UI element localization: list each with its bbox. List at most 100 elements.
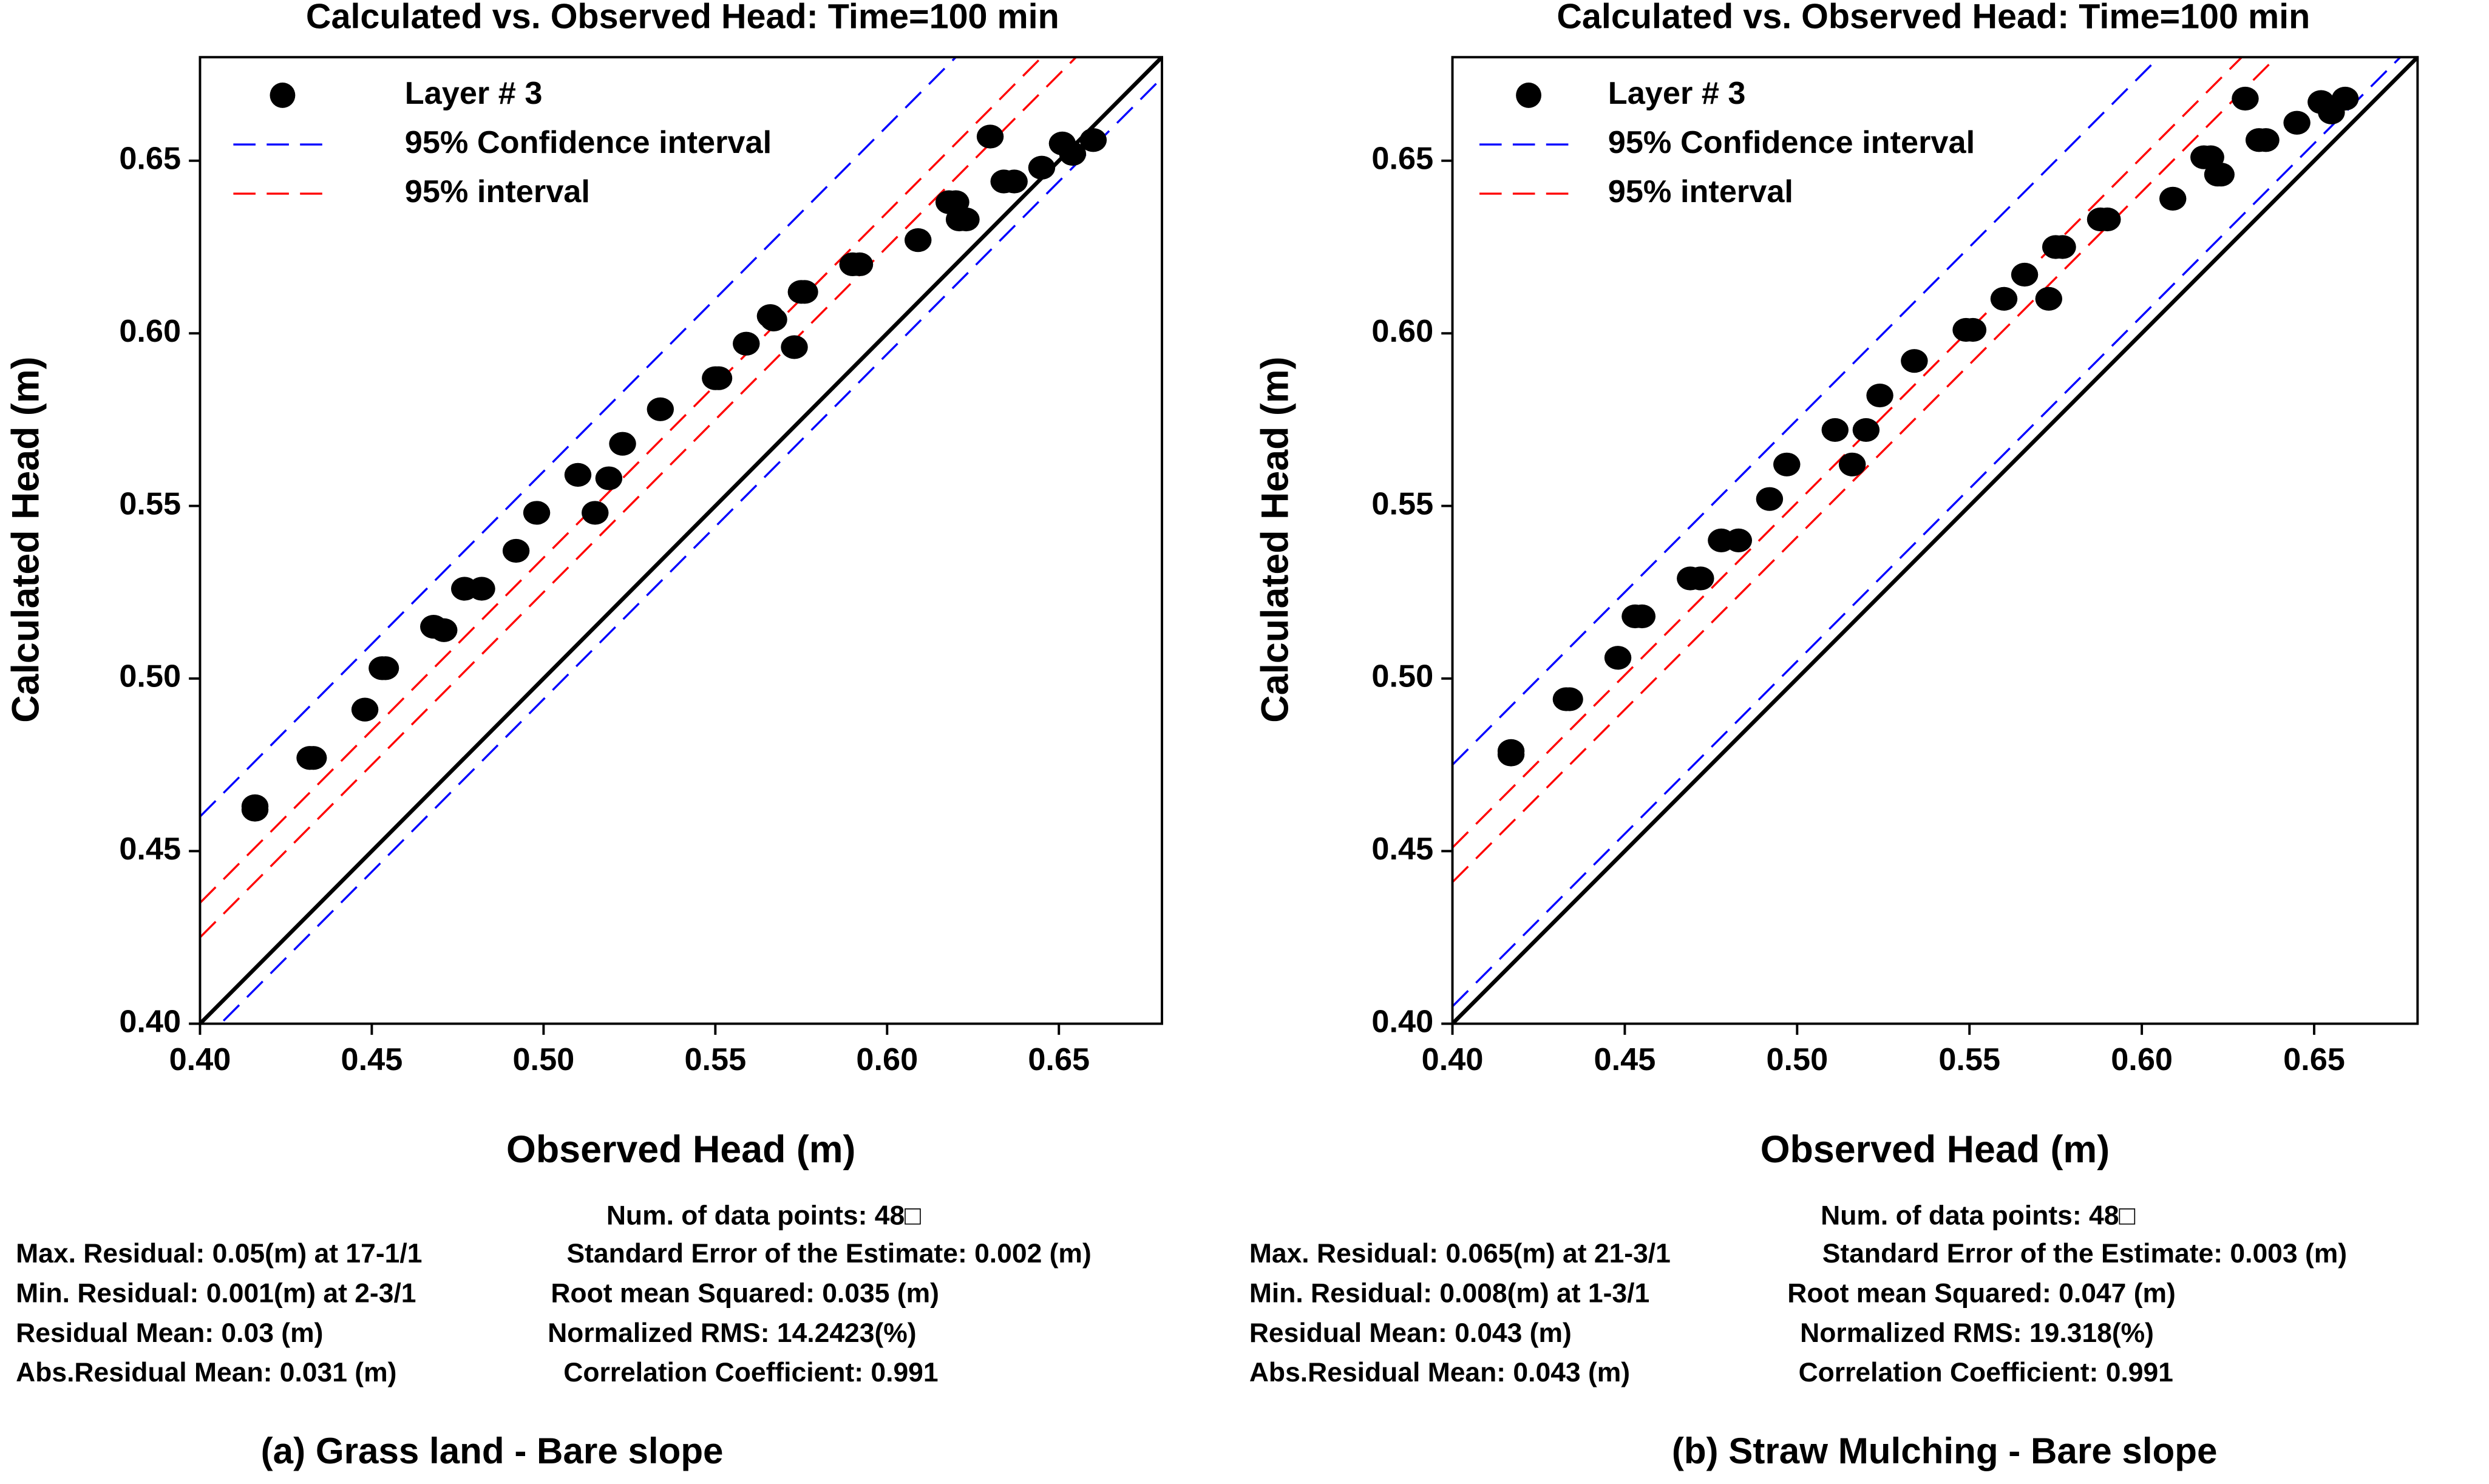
point [564,462,592,487]
legend-label: 95% interval [1608,174,1793,209]
stats-right: Correlation Coefficient: 0.991 [563,1358,938,1387]
line [1452,57,2418,1024]
line [200,57,1044,904]
point [1901,349,1928,373]
point [2207,162,2235,187]
legend-marker [270,83,296,108]
line [1452,57,2402,1008]
x-tick-label: 0.65 [1028,1042,1090,1077]
y-tick-label: 0.60 [1371,314,1433,349]
stats-left: Max. Residual: 0.065(m) at 21-3/1 [1249,1239,1671,1269]
point [351,697,379,722]
y-tick-label: 0.45 [119,832,181,867]
point [1059,141,1087,166]
legend-label: 95% Confidence interval [1608,125,1975,160]
point [952,207,980,232]
point [1756,487,1784,511]
point [1838,452,1866,476]
x-tick-label: 0.65 [2283,1042,2345,1077]
point [1959,317,1987,342]
point [1687,566,1714,591]
stats-right: Root mean Squared: 0.035 (m) [551,1278,939,1308]
legend-label: 95% Confidence interval [405,125,772,160]
point [1604,646,1632,670]
point [2159,186,2187,211]
point [1628,604,1656,629]
plot-frame [199,56,1163,1025]
point [1556,687,1583,711]
point [1866,383,1893,408]
point [1990,286,2018,311]
line [200,57,1163,1024]
stats-right: Standard Error of the Estimate: 0.003 (m… [1822,1239,2347,1269]
y-tick-label: 0.55 [119,486,181,521]
chart-title: Calculated vs. Observed Head: Time=100 m… [1557,0,2310,36]
point [905,228,932,252]
stats-right: Root mean Squared: 0.047 (m) [1787,1278,2176,1308]
line [1452,57,2161,766]
legend-label: Layer # 3 [405,76,543,111]
point [430,618,458,642]
point [2331,86,2359,111]
point [2049,235,2076,259]
line [1452,57,2244,849]
point [647,397,674,421]
stats-count: Num. of data points: 48□ [1821,1201,2135,1230]
stats-right: Correlation Coefficient: 0.991 [1799,1358,2173,1387]
point [1725,528,1753,553]
point [582,501,609,525]
x-tick-label: 0.50 [1766,1042,1828,1077]
y-tick-label: 0.60 [119,314,181,349]
point [2011,262,2039,287]
point [760,307,787,332]
x-tick-label: 0.55 [1938,1042,2000,1077]
plot-lines [1452,57,2418,1024]
point [241,798,269,822]
x-tick-label: 0.60 [2111,1042,2173,1077]
chart-title: Calculated vs. Observed Head: Time=100 m… [306,0,1059,36]
x-tick-label: 0.60 [856,1042,918,1077]
stats-left: Abs.Residual Mean: 0.031 (m) [16,1358,396,1387]
point [2035,286,2063,311]
stats-left: Residual Mean: 0.043 (m) [1249,1318,1572,1348]
stats-right: Normalized RMS: 14.2423(%) [548,1318,917,1348]
point [1079,128,1107,152]
point [2232,86,2259,111]
caption: (a) Grass land - Bare slope [261,1431,724,1471]
y-tick-label: 0.40 [119,1004,181,1039]
y-tick-label: 0.40 [1371,1004,1433,1039]
legend-label: Layer # 3 [1608,76,1746,111]
legend-marker [1516,83,1541,108]
point [299,746,327,770]
x-tick-label: 0.55 [684,1042,746,1077]
x-axis-label: Observed Head (m) [1761,1128,2110,1171]
point [791,280,818,304]
x-tick-label: 0.45 [341,1042,403,1077]
line [1452,57,2278,883]
y-axis-label: Calculated Head (m) [5,356,47,722]
y-axis-label: Calculated Head (m) [1254,356,1296,722]
line [219,77,1163,1024]
y-tick-label: 0.65 [1371,141,1433,177]
x-axis-label: Observed Head (m) [506,1128,855,1171]
point [733,331,760,356]
stats-right: Normalized RMS: 19.318(%) [1800,1318,2154,1348]
stats-left: Max. Residual: 0.05(m) at 17-1/1 [16,1239,422,1269]
point [1852,418,1880,442]
point [2094,207,2121,232]
stats-count: Num. of data points: 48□ [606,1201,921,1230]
caption: (b) Straw Mulching - Bare slope [1672,1431,2218,1471]
y-tick-label: 0.50 [1371,659,1433,694]
point [846,252,874,277]
stats-left: Abs.Residual Mean: 0.043 (m) [1249,1358,1630,1387]
point [468,577,495,601]
stats-left: Min. Residual: 0.001(m) at 2-3/1 [16,1278,416,1308]
point [781,335,808,359]
line [200,57,957,818]
y-tick-label: 0.50 [119,659,181,694]
point [523,501,551,525]
stats-right: Standard Error of the Estimate: 0.002 (m… [566,1239,1091,1269]
point [1000,169,1028,194]
point [1821,418,1849,442]
point [609,432,636,456]
